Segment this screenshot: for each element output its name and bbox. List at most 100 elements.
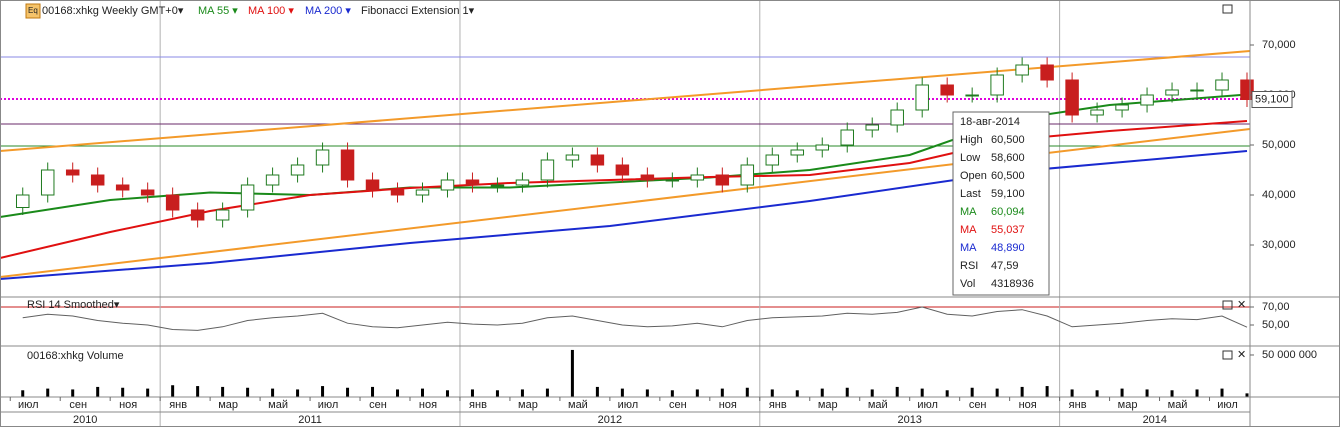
- candle-body: [515, 179, 530, 186]
- x-tick-label: сен: [69, 399, 87, 411]
- maximize-button[interactable]: [1222, 4, 1233, 14]
- y-tick-label: 30,000: [1262, 239, 1296, 251]
- tooltip-row-label: MA: [960, 224, 977, 236]
- tooltip-row-label: Vol: [960, 278, 975, 290]
- x-tick-label: сен: [669, 399, 687, 411]
- y-tick-label: 70,00: [1262, 301, 1290, 313]
- tooltip: 18-авг-2014 High 60,500 Low 58,600 Open 60,50…: [952, 111, 1050, 296]
- maximize-button[interactable]: [1222, 350, 1233, 360]
- x-tick-label: май: [1168, 399, 1188, 411]
- volume-bar: [371, 386, 375, 397]
- x-tick-label: июл: [18, 399, 39, 411]
- volume-bar: [146, 388, 150, 397]
- legend-ma55[interactable]: MA 55 ▾: [198, 5, 238, 17]
- close-button[interactable]: ✕: [1237, 349, 1246, 361]
- volume-bar: [96, 386, 100, 397]
- candle-body: [665, 179, 680, 182]
- candle-body: [15, 194, 30, 208]
- y-tick-label: 50,00: [1262, 319, 1290, 331]
- volume-bar: [21, 390, 25, 397]
- chart-title[interactable]: 00168:xhkg Weekly GMT+0▾: [42, 5, 184, 17]
- x-tick-label: янв: [769, 399, 787, 411]
- volume-bar: [46, 388, 50, 397]
- volume-bar: [545, 388, 549, 397]
- candle-body: [1115, 104, 1129, 111]
- volume-bar: [595, 386, 599, 397]
- volume-title: 00168:xhkg Volume: [27, 350, 124, 362]
- legend-ma200[interactable]: MA 200 ▾: [305, 5, 351, 17]
- candle-body: [290, 164, 305, 176]
- volume-bar: [420, 388, 424, 397]
- tooltip-row-value: 60,500: [991, 134, 1025, 146]
- volume-bar: [820, 388, 824, 397]
- maximize-button[interactable]: [1222, 300, 1233, 310]
- y-tick-label: 50,000: [1262, 139, 1296, 151]
- x-tick-label: ноя: [119, 399, 137, 411]
- tooltip-row-value: 59,100: [991, 188, 1025, 200]
- volume-bar: [895, 386, 899, 397]
- volume-bar: [1095, 390, 1099, 397]
- candle-body: [715, 174, 730, 186]
- x-tick-label: май: [868, 399, 888, 411]
- x-tick-label: ноя: [1019, 399, 1037, 411]
- candle-body: [115, 184, 130, 191]
- candle-body: [1140, 94, 1154, 106]
- volume-bar: [870, 389, 874, 397]
- candle-body: [890, 109, 904, 126]
- volume-bar: [795, 390, 799, 397]
- volume-bar: [945, 390, 949, 397]
- candle-body: [265, 174, 280, 186]
- x-tick-label: июл: [318, 399, 339, 411]
- close-button[interactable]: ✕: [1237, 299, 1246, 311]
- volume-bar: [296, 389, 300, 397]
- x-tick-label: май: [568, 399, 588, 411]
- volume-bar: [396, 389, 400, 397]
- x-tick-label: ноя: [419, 399, 437, 411]
- candle-body: [990, 74, 1004, 96]
- volume-bar: [1120, 388, 1124, 397]
- candle-body: [465, 179, 480, 186]
- x-tick-label: май: [268, 399, 288, 411]
- candle-body: [1040, 64, 1054, 81]
- candle-body: [190, 209, 205, 221]
- year-label: 2014: [1143, 414, 1167, 426]
- tooltip-row-label: High: [960, 134, 983, 146]
- candle-body: [1190, 89, 1204, 92]
- volume-bar: [445, 390, 449, 397]
- volume-bar: [1145, 389, 1149, 397]
- volume-bar: [121, 387, 125, 397]
- volume-bar: [1220, 388, 1224, 397]
- candle-body: [640, 174, 655, 181]
- instrument-icon[interactable]: [25, 3, 41, 19]
- tooltip-row-value: 60,094: [991, 206, 1025, 218]
- y-tick-label: 50 000 000: [1262, 349, 1317, 361]
- year-label: 2011: [298, 414, 322, 426]
- volume-bar: [520, 389, 524, 397]
- volume-bar: [1170, 390, 1174, 397]
- rsi-title[interactable]: RSI 14 Smoothed▾: [27, 299, 120, 311]
- tooltip-row-value: 60,500: [991, 170, 1025, 182]
- candle-body: [1065, 79, 1079, 116]
- candle-body: [40, 169, 55, 196]
- candle-body: [840, 129, 854, 146]
- candle-body: [540, 159, 555, 181]
- candle-body: [240, 184, 255, 211]
- candle-body: [1215, 79, 1229, 91]
- tooltip-box: [952, 111, 1050, 296]
- volume-bar: [470, 389, 474, 397]
- instrument-icon-text: Eq: [28, 6, 38, 15]
- candle-body: [140, 189, 155, 196]
- volume-bar: [695, 389, 699, 397]
- volume-bar: [221, 386, 225, 397]
- legend-fibonacci[interactable]: Fibonacci Extension 1▾: [361, 5, 475, 17]
- volume-bar: [171, 385, 175, 397]
- tooltip-row-label: Last: [960, 188, 981, 200]
- legend-ma100[interactable]: MA 100 ▾: [248, 5, 294, 17]
- candle-body: [790, 149, 805, 156]
- volume-bar: [1020, 386, 1024, 397]
- x-tick-label: янв: [469, 399, 487, 411]
- candle-body: [365, 179, 380, 191]
- tooltip-row-label: Low: [960, 152, 980, 164]
